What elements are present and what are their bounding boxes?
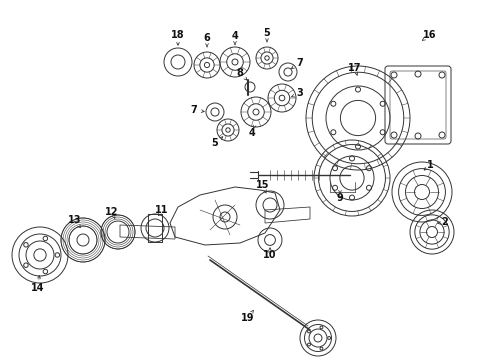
Text: 12: 12 [105,207,119,217]
Text: 4: 4 [248,128,255,138]
Text: 10: 10 [263,250,277,260]
Text: 8: 8 [237,68,244,78]
Text: 16: 16 [423,30,437,40]
Text: 13: 13 [68,215,82,225]
Text: 14: 14 [31,283,45,293]
Text: 1: 1 [427,160,433,170]
Text: 4: 4 [232,31,238,41]
Text: 9: 9 [337,193,343,203]
Text: 5: 5 [264,28,270,38]
Text: 3: 3 [296,88,303,98]
Text: 2: 2 [441,217,448,227]
Text: 15: 15 [256,180,270,190]
Text: 11: 11 [155,205,169,215]
Text: 7: 7 [191,105,197,115]
Text: 17: 17 [348,63,362,73]
Text: 5: 5 [212,138,219,148]
Text: 7: 7 [296,58,303,68]
Text: 6: 6 [204,33,210,43]
Text: 19: 19 [241,313,255,323]
Text: 18: 18 [171,30,185,40]
